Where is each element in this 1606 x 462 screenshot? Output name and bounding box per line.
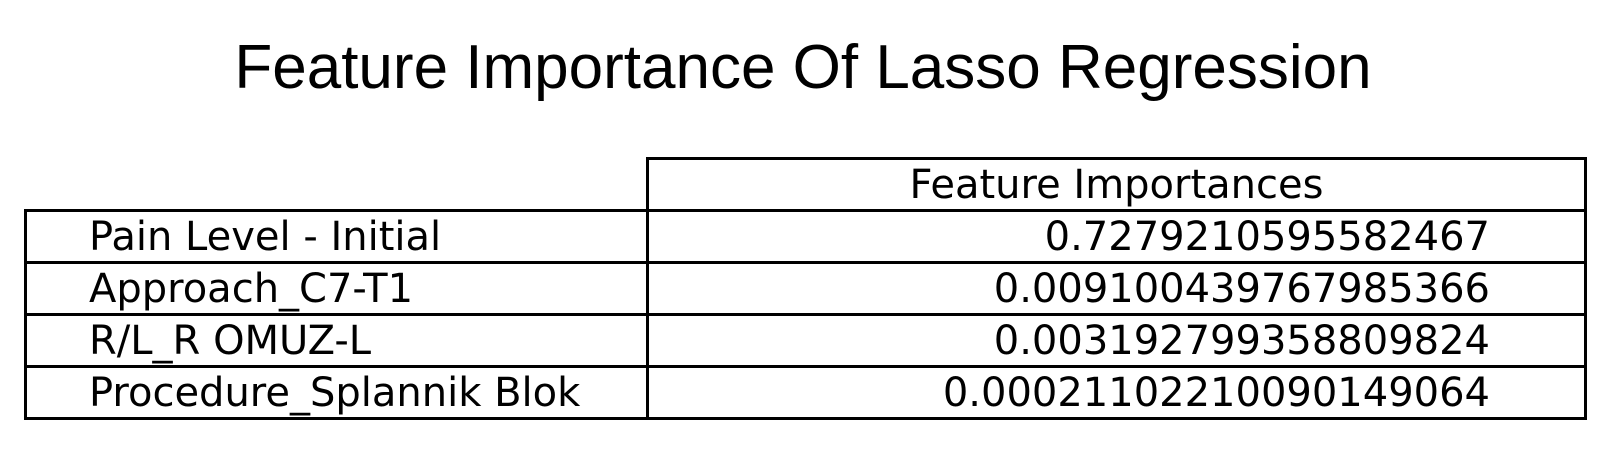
header-row: Feature Importances: [26, 157, 1587, 212]
table-corner-cell: [26, 159, 648, 211]
importance-value: 0.7279210595582467: [646, 209, 1587, 264]
row-label: Procedure_Splannik Blok: [24, 365, 649, 420]
importance-value: 0.00021102210090149064: [646, 365, 1587, 420]
importance-value: 0.003192799358809824: [646, 313, 1587, 368]
importance-table: Feature Importances Pain Level - Initial…: [24, 157, 1587, 420]
importance-value: 0.009100439767985366: [646, 261, 1587, 316]
row-label: Approach_C7-T1: [24, 261, 649, 316]
table-row: Procedure_Splannik Blok 0.00021102210090…: [24, 365, 1587, 420]
table-row: Pain Level - Initial 0.7279210595582467: [24, 209, 1587, 264]
importance-table-container: Feature Importances Pain Level - Initial…: [24, 157, 1587, 420]
row-label: R/L_R OMUZ-L: [24, 313, 649, 368]
table-row: R/L_R OMUZ-L 0.003192799358809824: [24, 313, 1587, 368]
table-row: Approach_C7-T1 0.009100439767985366: [24, 261, 1587, 316]
row-label: Pain Level - Initial: [24, 209, 649, 264]
column-header: Feature Importances: [646, 157, 1587, 212]
chart-title: Feature Importance Of Lasso Regression: [234, 33, 1372, 102]
